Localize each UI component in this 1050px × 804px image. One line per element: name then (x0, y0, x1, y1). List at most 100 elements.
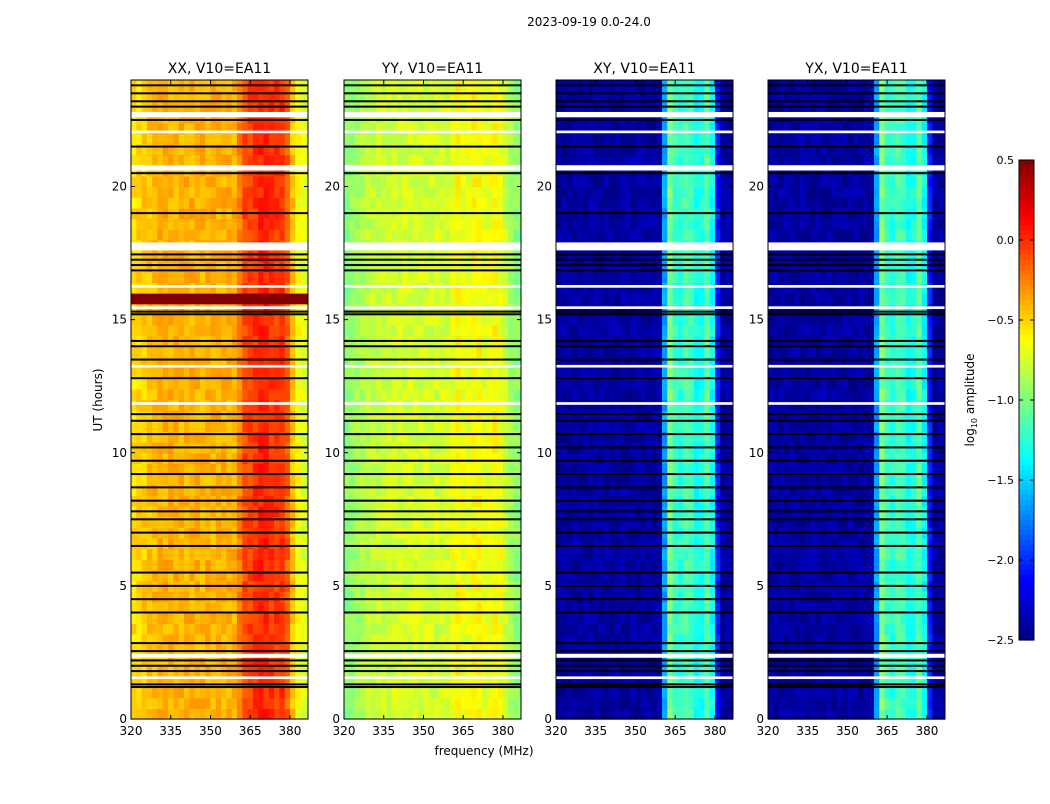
heatmap-cell (253, 282, 259, 293)
flagged-row (131, 172, 308, 174)
heatmap-cell (439, 325, 445, 336)
heatmap-cell (588, 549, 594, 560)
heatmap-cell (158, 155, 164, 166)
heatmap-cell (173, 197, 179, 208)
heatmap-cell (413, 431, 419, 442)
heatmap-cell (397, 549, 403, 560)
heatmap-cell (386, 272, 392, 283)
heatmap-cell (477, 282, 483, 293)
flagged-row (131, 313, 308, 315)
heatmap-cell (503, 346, 509, 357)
heatmap-cell (561, 538, 567, 549)
heatmap-cell (625, 623, 631, 634)
heatmap-cell (434, 613, 440, 624)
heatmap-cell (360, 538, 366, 549)
heatmap-cell (376, 474, 382, 485)
heatmap-cell (365, 549, 371, 560)
heatmap-cell (142, 293, 148, 304)
heatmap-cell (445, 219, 451, 230)
heatmap-cell (503, 538, 509, 549)
heatmap-cell (232, 176, 238, 187)
heatmap-cell (355, 463, 361, 474)
heatmap-cell (503, 431, 509, 442)
heatmap-cell (450, 378, 456, 389)
heatmap-cell (413, 463, 419, 474)
heatmap-cell (200, 613, 206, 624)
heatmap-cell (152, 368, 158, 379)
heatmap-cell (158, 708, 164, 719)
gap-row (344, 131, 521, 134)
heatmap-cell (301, 378, 307, 389)
heatmap-cell (408, 591, 414, 602)
heatmap-cell (168, 325, 174, 336)
heatmap-cell (567, 517, 573, 528)
heatmap-cell (211, 282, 217, 293)
heatmap-cell (258, 687, 264, 698)
heatmap-cell (689, 698, 695, 709)
heatmap-cell (158, 549, 164, 560)
heatmap-cell (184, 400, 190, 411)
heatmap-cell (290, 687, 296, 698)
heatmap-cell (344, 687, 350, 698)
heatmap-cell (482, 453, 488, 464)
heatmap-cell (274, 421, 280, 432)
heatmap-cell (662, 687, 668, 698)
heatmap-cell (142, 591, 148, 602)
heatmap-cell (704, 559, 710, 570)
heatmap-cell (179, 304, 185, 315)
heatmap-cell (216, 559, 222, 570)
heatmap-cell (651, 591, 657, 602)
flagged-row (344, 642, 521, 644)
heatmap-cell (189, 559, 195, 570)
heatmap-cell (226, 623, 232, 634)
heatmap-cell (349, 272, 355, 283)
heatmap-cell (365, 187, 371, 198)
heatmap-cell (561, 708, 567, 719)
heatmap-cell (253, 410, 259, 421)
heatmap-cell (392, 133, 398, 144)
heatmap-cell (163, 229, 169, 240)
heatmap-cell (158, 591, 164, 602)
heatmap-cell (365, 613, 371, 624)
heatmap-cell (349, 346, 355, 357)
heatmap-cell (651, 623, 657, 634)
heatmap-cell (195, 559, 201, 570)
heatmap-cell (232, 133, 238, 144)
heatmap-cell (657, 559, 663, 570)
heatmap-cell (248, 325, 254, 336)
heatmap-cell (492, 538, 498, 549)
heatmap-cell (195, 708, 201, 719)
heatmap-cell (371, 538, 377, 549)
heatmap-cell (450, 400, 456, 411)
heatmap-cell (290, 400, 296, 411)
heatmap-cell (450, 549, 456, 560)
heatmap-cell (285, 346, 291, 357)
heatmap-cell (466, 591, 472, 602)
heatmap-cell (142, 229, 148, 240)
heatmap-cell (371, 346, 377, 357)
heatmap-cell (221, 368, 227, 379)
heatmap-cell (445, 314, 451, 325)
flagged-row (131, 532, 308, 534)
heatmap-cell (424, 708, 430, 719)
heatmap-cell (349, 282, 355, 293)
heatmap-cell (269, 698, 275, 709)
heatmap-cell (424, 219, 430, 230)
heatmap-cell (221, 698, 227, 709)
heatmap-cell (482, 559, 488, 570)
heatmap-cell (205, 410, 211, 421)
heatmap-cell (152, 453, 158, 464)
heatmap-cell (455, 389, 461, 400)
heatmap-cell (290, 197, 296, 208)
heatmap-cell (508, 431, 514, 442)
heatmap-cell (168, 623, 174, 634)
heatmap-cell (142, 304, 148, 315)
heatmap-cell (242, 378, 248, 389)
heatmap-cell (408, 368, 414, 379)
heatmap-cell (211, 187, 217, 198)
heatmap-cell (408, 410, 414, 421)
heatmap-cell (429, 559, 435, 570)
heatmap-cell (355, 453, 361, 464)
heatmap-cell (216, 431, 222, 442)
heatmap-cell (360, 400, 366, 411)
